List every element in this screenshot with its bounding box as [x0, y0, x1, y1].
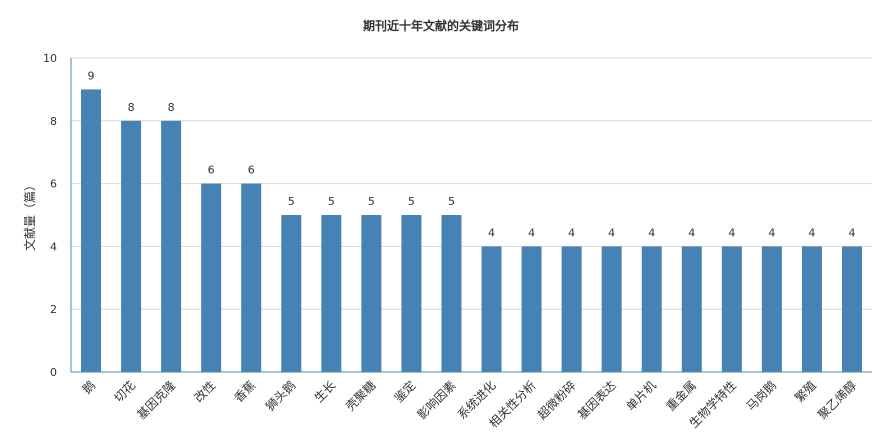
x-tick-label: 生长	[312, 378, 339, 405]
x-tick-label: 马岗鹅	[744, 378, 779, 413]
data-label: 6	[208, 164, 215, 177]
bar	[201, 183, 222, 372]
x-tick-label: 基因表达	[575, 378, 619, 422]
x-tick-label: 鹅	[80, 378, 98, 396]
grid-lines	[71, 57, 872, 310]
x-tick-label: 聚乙烯醇	[815, 378, 860, 423]
data-label: 5	[408, 195, 415, 208]
x-tick-label: 繁殖	[791, 378, 819, 406]
bar	[241, 183, 262, 372]
y-tick-label: 10	[43, 52, 57, 65]
data-label: 8	[168, 101, 175, 114]
x-tick-label: 影响因素	[414, 378, 459, 423]
bar	[841, 246, 862, 372]
bar	[361, 215, 382, 372]
data-label: 4	[848, 226, 855, 239]
bar	[281, 215, 302, 372]
x-tick-label: 改性	[191, 378, 218, 405]
x-tick-label: 鉴定	[391, 378, 419, 406]
data-label: 4	[728, 226, 735, 239]
bar	[521, 246, 542, 372]
bar	[721, 246, 742, 372]
data-label: 5	[368, 195, 375, 208]
data-label: 5	[328, 195, 335, 208]
bars	[81, 89, 862, 373]
y-tick-label: 0	[50, 366, 57, 379]
bar	[601, 246, 622, 372]
data-label: 5	[288, 195, 295, 208]
data-label: 6	[248, 164, 255, 177]
axes	[70, 58, 872, 373]
data-label: 8	[128, 101, 135, 114]
x-tick-label: 重金属	[663, 378, 699, 414]
y-axis-label: 文献量（篇）	[22, 179, 37, 251]
data-label: 4	[648, 226, 655, 239]
data-label: 4	[568, 226, 575, 239]
x-tick-label: 超微粉碎	[534, 378, 579, 423]
data-label: 4	[488, 226, 495, 239]
bar	[801, 246, 822, 372]
bar	[441, 215, 462, 372]
bar	[761, 246, 782, 372]
data-label: 4	[808, 226, 815, 239]
x-tick-label: 狮头鹅	[263, 378, 298, 413]
x-tick-label: 壳聚糖	[342, 378, 378, 414]
x-tick-label: 切花	[111, 378, 139, 406]
bar	[641, 246, 662, 372]
bar	[121, 120, 142, 372]
bar	[321, 215, 342, 372]
data-label: 4	[528, 226, 535, 239]
y-tick-label: 6	[50, 178, 57, 191]
bar	[401, 215, 422, 372]
data-label: 9	[88, 69, 95, 82]
data-label: 4	[768, 226, 775, 239]
chart-title: 期刊近十年文献的关键词分布	[363, 18, 519, 33]
data-label: 4	[608, 226, 615, 239]
y-tick-label: 8	[50, 115, 57, 128]
bar	[681, 246, 702, 372]
bar	[161, 120, 182, 372]
data-label: 4	[688, 226, 695, 239]
x-tick-label: 香蕉	[231, 378, 258, 405]
bar	[561, 246, 582, 372]
bar	[81, 89, 102, 373]
bar	[481, 246, 502, 372]
x-tick-label: 基因克隆	[134, 378, 179, 423]
y-tick-label: 2	[50, 303, 57, 316]
y-tick-label: 4	[50, 240, 57, 253]
data-label: 5	[448, 195, 455, 208]
x-tick-label: 单片机	[623, 378, 658, 413]
